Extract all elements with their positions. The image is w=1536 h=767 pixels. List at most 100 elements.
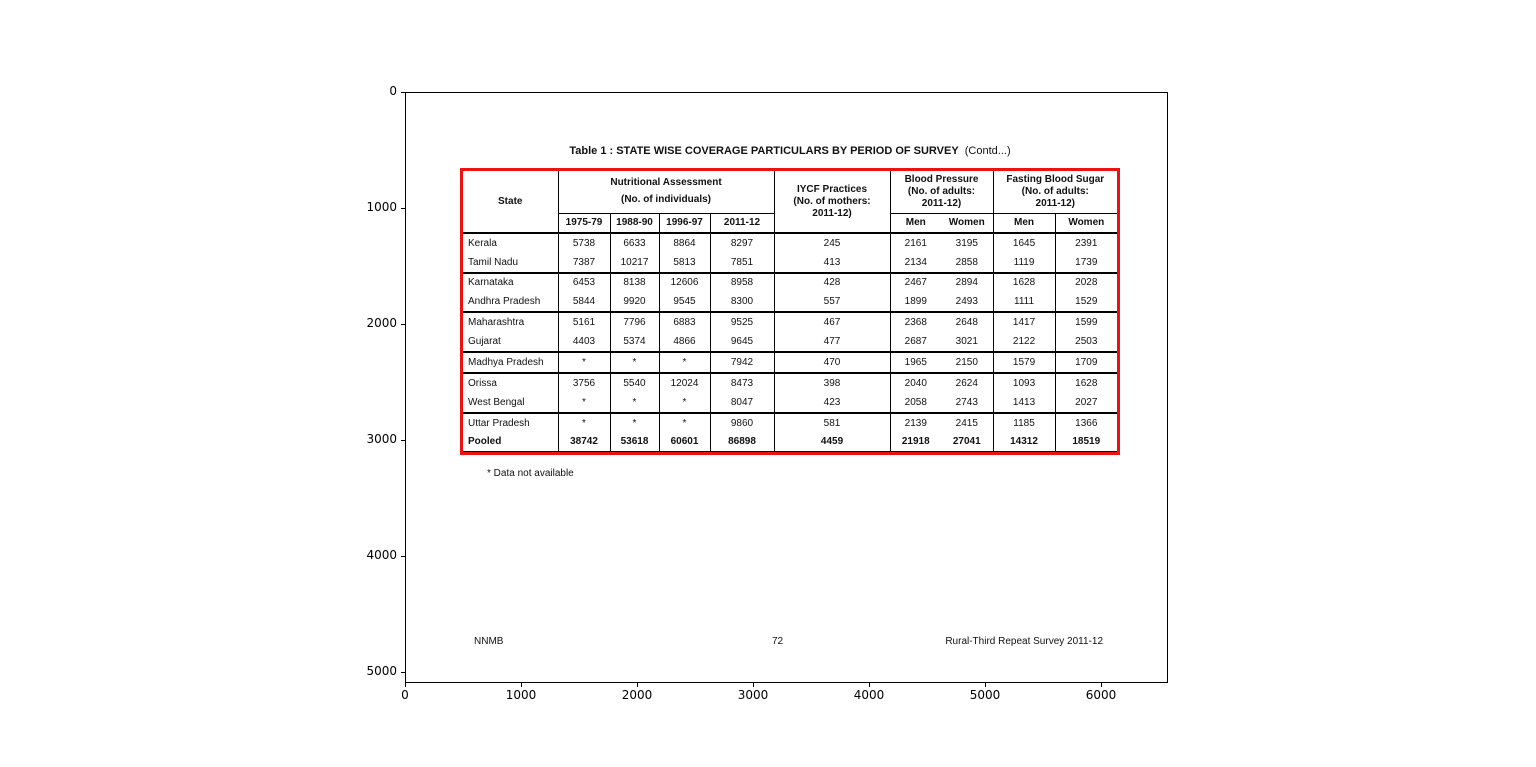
value-cell: 3195 bbox=[941, 232, 994, 253]
value-cell: 9645 bbox=[709, 331, 775, 352]
value-cell: 4403 bbox=[557, 331, 610, 352]
state-cell: West Bengal bbox=[468, 396, 525, 408]
bp-line1: Blood Pressure bbox=[904, 173, 979, 185]
x-tick-label: 4000 bbox=[853, 688, 885, 702]
value-cell: 1579 bbox=[992, 350, 1056, 374]
x-tick-mark bbox=[405, 683, 406, 687]
x-tick-mark bbox=[1101, 683, 1102, 687]
value-cell: 557 bbox=[773, 292, 891, 313]
state-cell: Madhya Pradesh bbox=[463, 350, 558, 374]
iycf-line2: (No. of mothers: bbox=[793, 195, 871, 207]
y-tick-label: 2000 bbox=[366, 316, 397, 330]
value-cell: 1965 bbox=[889, 350, 942, 374]
fbs-line3: 2011-12) bbox=[1035, 197, 1076, 209]
value-cell: 2624 bbox=[941, 372, 994, 393]
header-row-sub: 1975-79 1988-90 1996-97 2011-12 Men Wome… bbox=[463, 212, 1118, 233]
value-cell: * bbox=[658, 411, 710, 433]
x-tick-mark bbox=[753, 683, 754, 687]
value-cell: 7851 bbox=[709, 252, 775, 273]
col-header-1975-79: 1975-79 bbox=[557, 212, 610, 233]
col-header-fbs-women: Women bbox=[1054, 212, 1118, 233]
value-cell: 10217 bbox=[609, 252, 659, 273]
col-header-1996-97: 1996-97 bbox=[658, 212, 710, 233]
y-tick-mark bbox=[401, 208, 405, 209]
value-cell: 1529 bbox=[1054, 292, 1118, 313]
col-header-bp-women: Women bbox=[941, 212, 994, 233]
value-cell: 7796 bbox=[609, 311, 659, 332]
state-cell: Pooled bbox=[463, 432, 558, 453]
value-cell: 18519 bbox=[1054, 432, 1118, 453]
y-tick-mark bbox=[401, 92, 405, 93]
value-cell: 2122 bbox=[992, 331, 1056, 352]
value-cell: 1093 bbox=[992, 372, 1056, 393]
x-tick-label: 3000 bbox=[737, 688, 769, 702]
value-cell: 1185 bbox=[992, 411, 1056, 433]
value-cell: 2493 bbox=[955, 296, 978, 308]
col-header-bp-men: Men bbox=[889, 212, 942, 233]
table-row: Madhya Pradesh * * * 7942 470 1965 2150 1579 1709 bbox=[463, 350, 1118, 374]
col-header-2011-12: 2011-12 bbox=[709, 212, 775, 233]
col-header-fasting-blood-sugar: Fasting Blood Sugar (No. of adults: 2011… bbox=[992, 171, 1118, 213]
value-cell: 5738 bbox=[557, 232, 610, 253]
y-tick-mark bbox=[401, 556, 405, 557]
x-tick-label: 0 bbox=[401, 688, 409, 702]
y-tick-mark bbox=[401, 324, 405, 325]
value-cell: * bbox=[557, 411, 610, 433]
value-cell: * bbox=[658, 350, 710, 374]
table-row: Andhra Pradesh 5844 9920 9545 8300 557 1899 249… bbox=[463, 292, 1118, 313]
value-cell: 398 bbox=[773, 372, 891, 393]
x-tick-mark bbox=[637, 683, 638, 687]
value-cell: 7942 bbox=[709, 350, 775, 374]
value-cell: 1628 bbox=[1054, 372, 1118, 393]
table-title-main: Table 1 : STATE WISE COVERAGE PARTICULAR… bbox=[569, 145, 959, 157]
value-cell: 60601 bbox=[658, 432, 710, 453]
value-cell: 2139 bbox=[889, 411, 942, 433]
y-tick-label: 3000 bbox=[366, 432, 397, 446]
value-cell: 1599 bbox=[1054, 311, 1118, 332]
coverage-table-frame: State Nutritional Assessment (No. of ind… bbox=[460, 168, 1120, 455]
value-cell: 2687 bbox=[889, 331, 942, 352]
table-row: Gujarat 4403 5374 4866 9645 477 2687 3021 2122 25… bbox=[463, 331, 1118, 352]
value-cell: 9860 bbox=[709, 411, 775, 433]
value-cell: 1366 bbox=[1054, 411, 1118, 433]
y-tick-label: 4000 bbox=[366, 548, 397, 562]
value-cell: 4459 bbox=[773, 432, 891, 453]
value-cell: 2503 bbox=[1054, 331, 1118, 352]
state-cell: Tamil Nadu bbox=[468, 256, 519, 268]
table-title-suffix: (Contd...) bbox=[964, 145, 1011, 157]
value-cell: 1111 bbox=[992, 292, 1056, 313]
table-row: Pooled 38742 53618 60601 86898 4459 21918 27041… bbox=[463, 432, 1118, 453]
value-cell: 1119 bbox=[992, 252, 1056, 273]
value-cell: 12606 bbox=[658, 271, 710, 293]
value-cell: 2894 bbox=[941, 271, 994, 293]
value-cell: * bbox=[658, 392, 710, 413]
value-cell: 2858 bbox=[955, 256, 978, 268]
table-title: Table 1 : STATE WISE COVERAGE PARTICULAR… bbox=[460, 145, 1120, 157]
value-cell: 423 bbox=[773, 392, 891, 413]
value-cell: 53618 bbox=[609, 432, 659, 453]
value-cell: 21918 bbox=[889, 432, 942, 453]
value-cell: 1899 bbox=[889, 292, 942, 313]
value-cell: 470 bbox=[773, 350, 891, 374]
table-row: West Bengal * * * 8047 423 2058 2743 1413 2027 bbox=[463, 392, 1118, 413]
table-row: Kerala 5738 6633 8864 8297 245 2161 3195 1645 239… bbox=[463, 232, 1118, 253]
value-cell: 8864 bbox=[658, 232, 710, 253]
table-row: Uttar Pradesh * * * 9860 581 2139 2415 1185 1366 bbox=[463, 411, 1118, 433]
col-header-blood-pressure: Blood Pressure (No. of adults: 2011-12) bbox=[889, 171, 994, 213]
value-cell: 12024 bbox=[658, 372, 710, 393]
x-tick-label: 1000 bbox=[505, 688, 537, 702]
nutritional-line2: (No. of individuals) bbox=[621, 194, 711, 206]
col-header-iycf: IYCF Practices (No. of mothers: 2011-12) bbox=[773, 171, 891, 233]
value-cell: 2368 bbox=[889, 311, 942, 332]
state-cell: Orissa bbox=[463, 372, 558, 393]
bp-line3: 2011-12) bbox=[921, 197, 962, 209]
y-tick-mark bbox=[401, 672, 405, 673]
value-cell: * bbox=[609, 350, 659, 374]
value-cell: 7387 bbox=[557, 252, 610, 273]
state-cell: Maharashtra bbox=[463, 311, 558, 332]
value-cell: 6883 bbox=[658, 311, 710, 332]
iycf-line1: IYCF Practices bbox=[796, 183, 868, 195]
value-cell: 3021 bbox=[955, 335, 978, 347]
value-cell: 6453 bbox=[557, 271, 610, 293]
value-cell: 467 bbox=[773, 311, 891, 332]
